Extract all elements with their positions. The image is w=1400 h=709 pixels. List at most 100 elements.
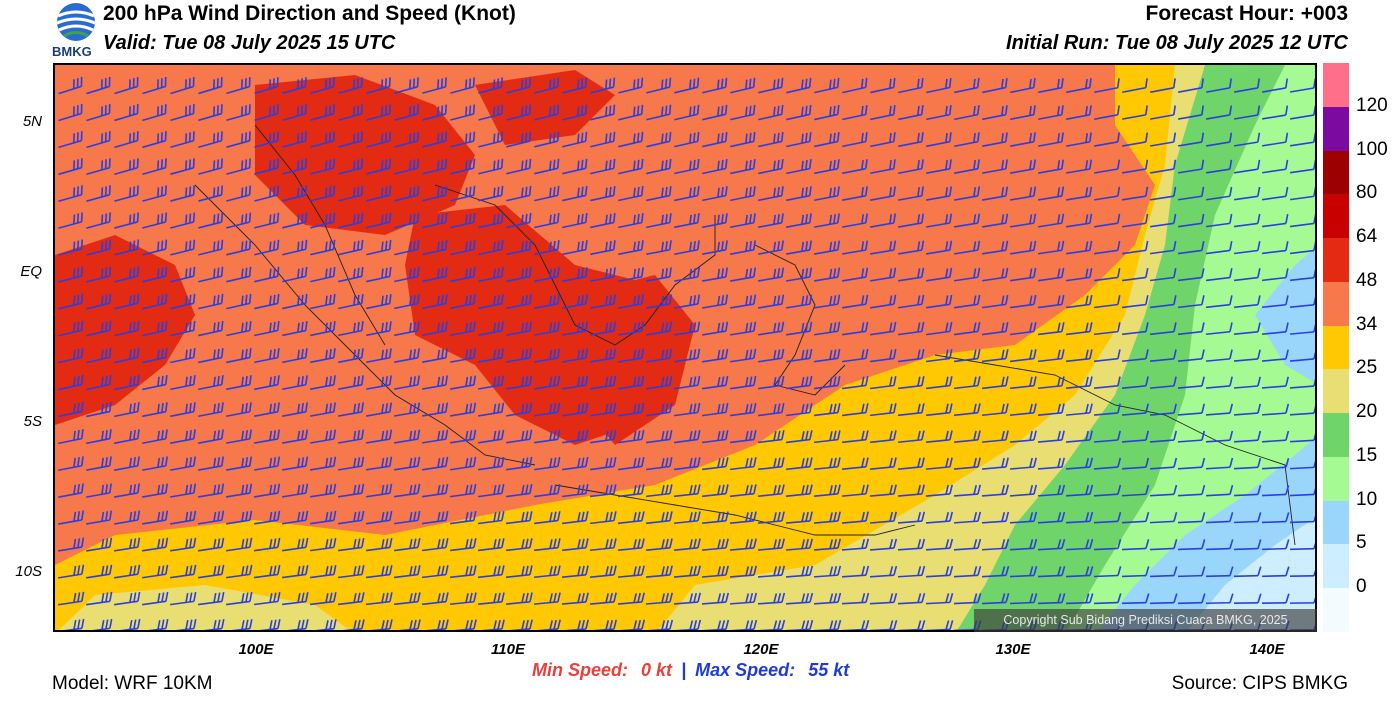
wind-barb: [1009, 593, 1038, 605]
wind-barb: [505, 565, 533, 579]
wind-barb: [869, 620, 898, 630]
wind-barb: [58, 591, 85, 606]
wind-barb: [534, 158, 560, 175]
logo-text: BMKG: [52, 44, 92, 59]
wind-barb: [170, 131, 195, 149]
wind-barb: [954, 159, 980, 174]
wind-barb: [702, 213, 728, 229]
wind-barb: [1177, 240, 1205, 255]
wind-barb: [114, 131, 139, 149]
wind-barb: [338, 429, 365, 444]
wind-barb: [646, 321, 673, 336]
wind-barb: [730, 240, 756, 255]
wind-barb: [309, 592, 337, 606]
wind-barb: [1289, 295, 1315, 309]
wind-barb: [450, 375, 477, 390]
wind-barb: [730, 267, 757, 282]
wind-barb: [1037, 484, 1066, 497]
wind-barb: [1261, 403, 1290, 416]
wind-barb: [394, 483, 421, 498]
wind-barb: [869, 348, 897, 363]
wind-barb: [954, 267, 981, 282]
wind-barb: [590, 348, 617, 363]
wind-barb: [394, 321, 420, 337]
wind-barb: [1149, 457, 1178, 470]
wind-barb: [338, 131, 364, 148]
wind-barb: [898, 77, 924, 94]
wind-barb: [673, 538, 701, 551]
colorbar-label: 48: [1356, 269, 1378, 291]
wind-barb: [422, 456, 449, 471]
wind-barb: [1234, 186, 1261, 201]
wind-barb: [282, 131, 307, 148]
wind-barb: [282, 212, 308, 229]
wind-barb: [422, 294, 448, 310]
wind-barb: [226, 293, 252, 310]
wind-barb: [422, 158, 448, 175]
wind-barb: [730, 375, 757, 390]
wind-barb: [1038, 213, 1065, 228]
wind-barb: [729, 511, 757, 524]
colorbar-segment: [1323, 369, 1349, 414]
wind-barb: [954, 186, 981, 201]
wind-barb: [926, 267, 953, 282]
wind-barb: [1066, 78, 1092, 94]
wind-barb: [645, 457, 673, 471]
wind-barb: [58, 185, 83, 202]
wind-barb: [254, 429, 280, 444]
wind-barb: [1289, 214, 1315, 228]
wind-barb: [729, 565, 757, 578]
wind-barb: [198, 185, 224, 202]
wind-barb: [646, 104, 672, 121]
wind-barb: [1177, 295, 1205, 309]
stats-separator: |: [681, 660, 687, 680]
lon-label-100e: 100E: [238, 641, 274, 658]
wind-barb: [1150, 159, 1177, 174]
wind-barb: [1177, 376, 1205, 389]
wind-barb: [813, 484, 841, 497]
wind-barb: [1205, 376, 1233, 389]
wind-barb: [1009, 376, 1037, 390]
wind-barb: [198, 212, 224, 229]
wind-barb: [114, 483, 141, 498]
wind-barb: [869, 538, 898, 551]
wind-barb: [841, 376, 869, 390]
wind-barb: [142, 429, 168, 445]
wind-barb: [841, 565, 870, 578]
wind-barb: [674, 321, 701, 336]
wind-barb: [674, 402, 701, 417]
wind-barb: [757, 538, 785, 551]
wind-barb: [534, 456, 561, 471]
wind-barb: [1289, 268, 1315, 282]
wind-barb: [170, 429, 196, 444]
wind-barb: [505, 592, 533, 605]
wind-barb: [86, 510, 113, 525]
wind-barb: [1121, 484, 1150, 497]
wind-barb: [925, 511, 954, 524]
wind-barb: [926, 294, 953, 309]
wind-barb: [786, 267, 813, 282]
wind-barb: [170, 483, 197, 498]
wind-barb: [981, 511, 1010, 524]
wind-barb: [1037, 403, 1065, 416]
wind-barb: [814, 213, 840, 228]
wind-barb: [954, 213, 981, 228]
wind-barb: [310, 537, 337, 552]
wind-barb: [338, 402, 365, 417]
wind-barb: [114, 591, 141, 606]
wind-barb: [898, 159, 924, 175]
wind-barb: [310, 293, 336, 310]
wind-barb: [757, 457, 785, 471]
wind-barb: [86, 618, 113, 630]
wind-barb: [1121, 430, 1150, 443]
wind-barb: [758, 321, 785, 336]
wind-barb: [226, 320, 252, 337]
wind-barb: [1150, 132, 1177, 147]
wind-barb: [813, 511, 841, 524]
wind-barb: [1206, 105, 1233, 120]
wind-barb: [114, 564, 141, 579]
wind-barb: [1122, 186, 1149, 201]
wind-barb: [142, 158, 167, 175]
wind-barb: [674, 104, 700, 121]
wind-barb: [842, 104, 868, 121]
